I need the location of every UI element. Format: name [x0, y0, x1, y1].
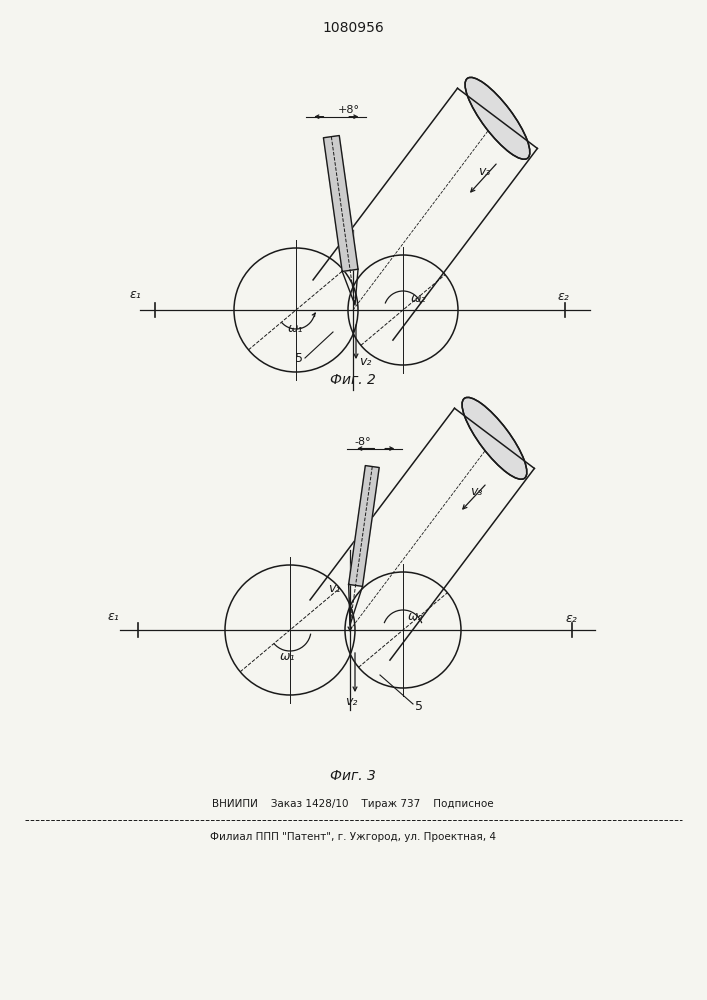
Text: Фиг. 2: Фиг. 2 — [330, 373, 376, 387]
Text: -8°: -8° — [354, 437, 371, 447]
Polygon shape — [349, 466, 379, 586]
Text: v₃: v₃ — [470, 485, 482, 498]
Text: Фиг. 3: Фиг. 3 — [330, 769, 376, 783]
Text: +8°: +8° — [337, 105, 359, 115]
Text: Филиал ППП "Патент", г. Ужгород, ул. Проектная, 4: Филиал ППП "Патент", г. Ужгород, ул. Про… — [210, 832, 496, 842]
Text: 1080956: 1080956 — [322, 21, 384, 35]
Ellipse shape — [465, 77, 530, 159]
Text: 5: 5 — [295, 352, 303, 365]
Text: v₂: v₂ — [359, 355, 371, 368]
Text: ω₂: ω₂ — [408, 610, 423, 623]
Text: ВНИИПИ    Заказ 1428/10    Тираж 737    Подписное: ВНИИПИ Заказ 1428/10 Тираж 737 Подписное — [212, 799, 493, 809]
Text: 5: 5 — [415, 700, 423, 713]
Text: ω₁: ω₁ — [280, 650, 296, 663]
Text: ω₁: ω₁ — [288, 322, 303, 335]
Text: ε₂: ε₂ — [558, 290, 570, 303]
Text: ε₂: ε₂ — [566, 612, 578, 625]
Text: v₁: v₁ — [328, 582, 340, 595]
Text: ω₂: ω₂ — [411, 292, 426, 305]
Text: v₃: v₃ — [478, 165, 491, 178]
Text: ε₁: ε₁ — [108, 610, 119, 623]
Text: v₂: v₂ — [345, 695, 357, 708]
Ellipse shape — [462, 397, 527, 479]
Text: ε₁: ε₁ — [130, 288, 141, 301]
Polygon shape — [323, 136, 358, 271]
